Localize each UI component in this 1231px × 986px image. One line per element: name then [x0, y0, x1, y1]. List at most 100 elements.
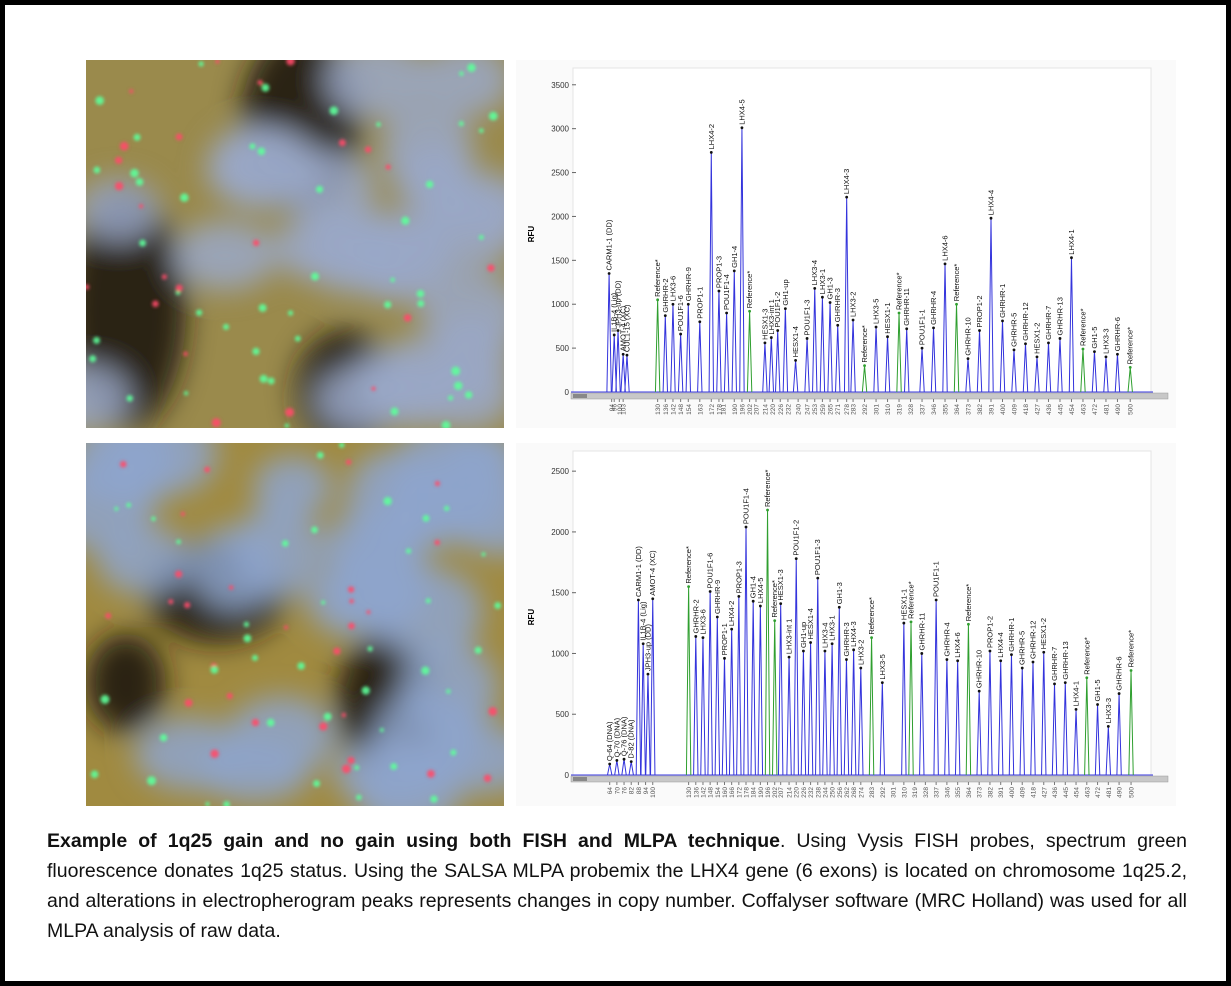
fish-signal: [383, 496, 392, 506]
peak-label: Reference*: [1082, 637, 1091, 675]
x-tick-label: 88: [636, 787, 643, 795]
fish-signal: [384, 301, 392, 309]
x-tick-label: 262: [844, 787, 851, 798]
peak-label: Reference*: [770, 580, 779, 618]
fish-signal: [421, 666, 430, 675]
peak-label: Reference*: [745, 271, 754, 309]
peak-label: IL1B-4 (Lig): [639, 601, 648, 641]
peak-label: LHX3-2: [849, 292, 858, 317]
peak-marker: [978, 329, 981, 332]
x-tick-label: 283: [869, 787, 876, 798]
peak-label: GH1-4: [749, 576, 758, 598]
peak-label: GHRHR-10: [975, 650, 984, 688]
fish-signal: [222, 323, 230, 330]
electropherogram: RFU 0 500 1000 1500 2000 2500 3000 3500 949610010…: [516, 60, 1176, 428]
x-tick-label: 166: [729, 787, 736, 798]
fish-signal: [252, 239, 260, 247]
x-tick-label: 391: [998, 787, 1005, 798]
x-tick-label: 220: [770, 404, 777, 415]
peak-label: PROP1-3: [714, 256, 723, 288]
peak-marker: [830, 642, 834, 646]
fish-signal: [390, 277, 395, 283]
peak-label: GHRHR-13: [1061, 641, 1070, 679]
x-tick-label: 301: [874, 404, 881, 415]
peak-marker: [708, 590, 712, 593]
peak-label: POU1F1-1: [932, 561, 941, 597]
fish-signal: [430, 795, 438, 803]
y-tick-label: 0: [565, 388, 570, 397]
x-tick-label: 207: [778, 787, 785, 798]
nucleus: [425, 170, 504, 242]
peak-marker: [616, 329, 620, 332]
peak-marker: [823, 649, 827, 653]
x-tick-label: 154: [686, 404, 693, 415]
fish-signal: [464, 391, 473, 399]
peak-label: HESX1-4: [791, 326, 800, 357]
fish-signal: [349, 598, 354, 604]
peak-label: GHRHR-1: [998, 284, 1007, 318]
fish-signal: [180, 193, 189, 202]
nucleus: [86, 460, 155, 551]
peak-marker: [1020, 666, 1024, 670]
peak-marker: [880, 681, 884, 685]
scrollbar: [570, 392, 1169, 400]
peak-marker: [656, 298, 660, 302]
x-tick-label: 163: [697, 404, 704, 415]
x-tick-label: 274: [858, 787, 865, 798]
scrollbar-thumb: [573, 777, 587, 781]
y-tick-label: 3500: [551, 81, 569, 90]
peak-marker: [763, 341, 767, 345]
peak-label: LHX4-4: [996, 632, 1005, 657]
fish-signal: [168, 599, 174, 605]
peak-label: POU1F1-6: [706, 553, 715, 589]
fish-signal: [297, 662, 305, 670]
peak-marker: [794, 359, 797, 362]
fish-signal: [184, 699, 193, 707]
peak-label: AMOT-4 (XC): [648, 550, 657, 596]
peak-marker: [1024, 342, 1027, 346]
fish-signal: [385, 164, 391, 170]
peak-marker: [956, 659, 960, 663]
peak-marker: [717, 289, 721, 293]
peak-label: LHX4-3: [842, 169, 851, 194]
peak-label: GHRHR-3: [842, 622, 851, 656]
peak-marker: [608, 762, 612, 766]
x-tick-label: 271: [835, 404, 842, 415]
x-tick-label: 268: [851, 787, 858, 798]
nucleus: [286, 151, 377, 227]
peak-label: Reference*: [684, 546, 693, 584]
fish-signal: [266, 718, 275, 727]
x-tick-label: 202: [772, 787, 779, 798]
peak-marker: [870, 636, 873, 640]
peak-marker: [636, 598, 640, 602]
peak-marker: [1063, 681, 1067, 685]
peak-marker: [737, 594, 741, 598]
peak-marker: [779, 602, 783, 606]
x-tick-label: 409: [1011, 404, 1018, 415]
peak-marker: [989, 216, 993, 220]
peak-marker: [769, 336, 773, 339]
peak-marker: [945, 658, 949, 661]
peak-marker: [646, 672, 650, 676]
x-tick-label: 190: [732, 404, 739, 415]
fish-signal: [481, 552, 486, 557]
peak-label: GHRHR-4: [929, 291, 938, 325]
peak-label: GHRHR-5: [1018, 631, 1027, 665]
peak-marker: [1074, 707, 1078, 711]
x-tick-label: 310: [885, 404, 892, 415]
peak-label: GHRHR-9: [713, 580, 722, 614]
x-tick-label: 172: [736, 787, 743, 798]
fish-signal: [196, 309, 203, 316]
peak-marker: [977, 689, 981, 693]
peak-marker: [1070, 256, 1073, 260]
x-tick-label: 364: [954, 404, 961, 415]
x-tick-label: 100: [617, 404, 624, 415]
peak-marker: [773, 619, 777, 623]
y-tick-label: 2000: [551, 528, 569, 537]
caption-bold: Example of 1q25 gain and no gain using b…: [47, 830, 780, 852]
peak-label: HESX1-1: [883, 302, 892, 333]
peak-marker: [1104, 355, 1108, 359]
peak-label: GHRHR-13: [1055, 297, 1064, 335]
x-tick-label: 481: [1106, 787, 1113, 798]
